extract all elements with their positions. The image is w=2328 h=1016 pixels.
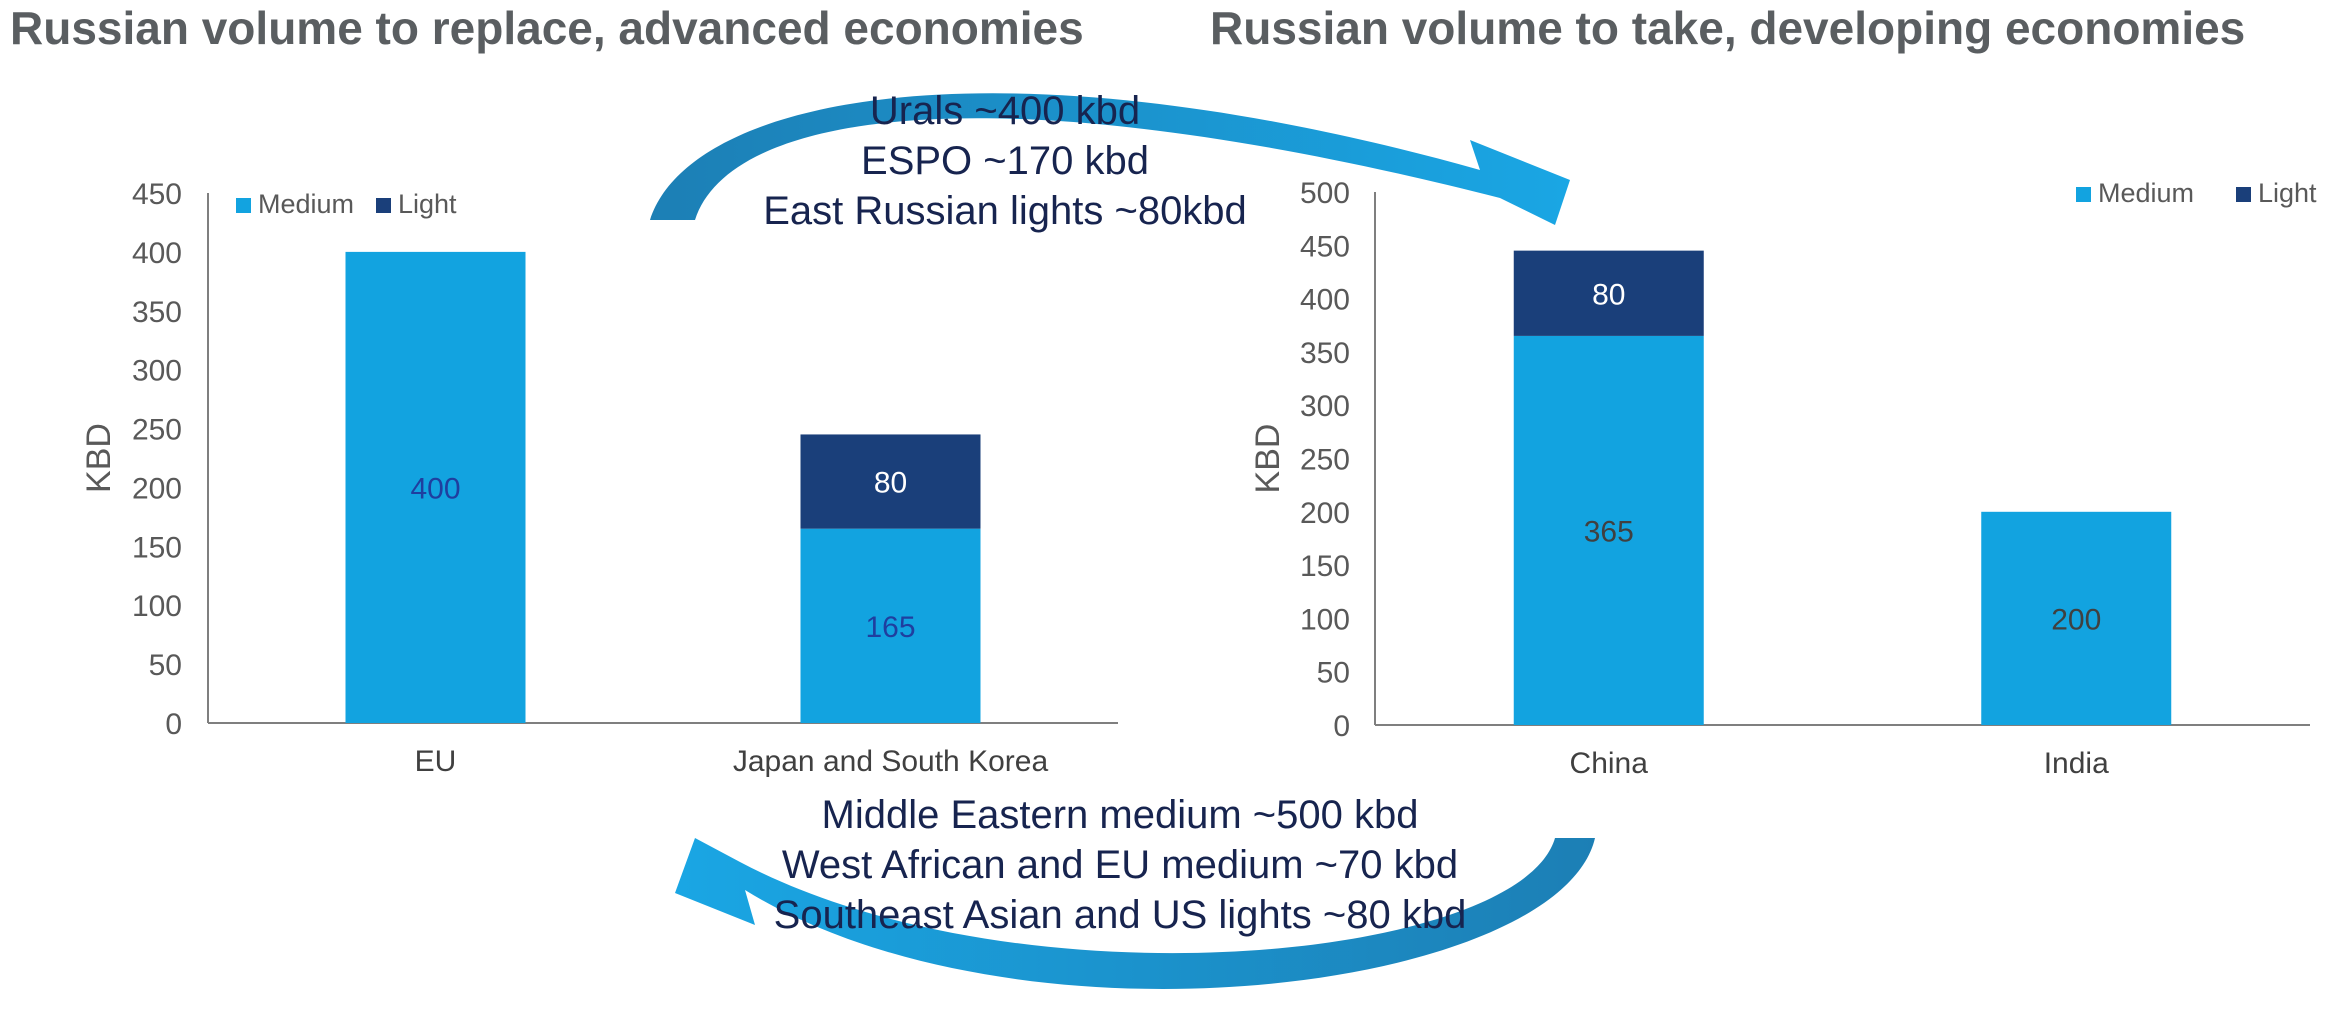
right-bar-chart: 0 50 100 150 200 250 300 350 400 450 500 KBD 365 80 Ch… — [1249, 177, 2317, 780]
y-tick-label: 400 — [1300, 284, 1350, 317]
y-tick-label: 50 — [1317, 657, 1350, 690]
y-axis-label: KBD — [80, 423, 118, 493]
legend-swatch-medium — [2076, 187, 2091, 202]
bar-medium-1 — [800, 528, 981, 723]
y-tick-label: 250 — [1300, 444, 1350, 477]
top-annotation-line-2: ESPO ~170 kbd — [861, 139, 1149, 183]
y-tick-label: 0 — [165, 708, 182, 741]
category-label: EU — [415, 745, 457, 778]
y-tick-label: 150 — [132, 531, 182, 564]
y-axis-label: KBD — [1249, 424, 1287, 494]
bar-light-0 — [1513, 250, 1704, 336]
right-chart-title: Russian volume to take, developing econo… — [1210, 2, 2245, 54]
top-annotation-line-3: East Russian lights ~80kbd — [763, 189, 1247, 233]
legend-swatch-light — [2236, 187, 2251, 202]
top-annotation-line-1: Urals ~400 kbd — [870, 89, 1140, 133]
bottom-annotation: Middle Eastern medium ~500 kbd West Afri… — [774, 793, 1467, 937]
legend: Medium Light — [236, 189, 457, 219]
bar-light-1 — [800, 434, 981, 529]
left-chart-title: Russian volume to replace, advanced econ… — [10, 2, 1084, 54]
y-tick-label: 350 — [132, 296, 182, 329]
y-tick-label: 150 — [1300, 550, 1350, 583]
y-tick-label: 200 — [132, 472, 182, 505]
y-tick-label: 100 — [132, 590, 182, 623]
category-label: Japan and South Korea — [733, 745, 1049, 778]
data-label: 80 — [874, 467, 907, 500]
data-label: 80 — [1592, 278, 1625, 311]
top-flow-arrow — [650, 93, 1570, 226]
y-tick-label: 300 — [1300, 390, 1350, 423]
y-tick-label: 200 — [1300, 497, 1350, 530]
y-tick-label: 250 — [132, 414, 182, 447]
y-tick-label: 0 — [1333, 710, 1350, 743]
y-tick-label: 400 — [132, 237, 182, 270]
category-label: India — [2044, 747, 2109, 780]
y-tick-label: 450 — [1300, 230, 1350, 263]
top-annotation: Urals ~400 kbd ESPO ~170 kbd East Russia… — [763, 89, 1247, 233]
legend-label-light: Light — [2258, 178, 2317, 208]
data-label: 365 — [1584, 515, 1634, 548]
legend-label-medium: Medium — [2098, 178, 2194, 208]
y-tick-label: 50 — [149, 649, 182, 682]
legend-swatch-medium — [236, 198, 251, 213]
y-tick-label: 350 — [1300, 337, 1350, 370]
bottom-annotation-line-3: Southeast Asian and US lights ~80 kbd — [774, 893, 1467, 937]
category-label: China — [1570, 747, 1649, 780]
bar-medium-0 — [1513, 335, 1704, 725]
bottom-flow-arrow — [675, 838, 1595, 989]
data-label: 165 — [865, 611, 915, 644]
left-bar-chart: 0 50 100 150 200 250 300 350 400 450 KBD 400 EU 165 80… — [80, 178, 1118, 778]
legend-label-medium: Medium — [258, 189, 354, 219]
bar-medium-0 — [345, 251, 526, 723]
bar-medium-1 — [1981, 511, 2172, 725]
y-tick-label: 450 — [132, 178, 182, 211]
data-label: 400 — [410, 472, 460, 505]
legend-label-light: Light — [398, 189, 457, 219]
data-label: 200 — [2051, 603, 2101, 636]
legend-swatch-light — [376, 198, 391, 213]
y-tick-label: 500 — [1300, 177, 1350, 210]
legend: Medium Light — [2076, 178, 2317, 208]
y-tick-label: 100 — [1300, 603, 1350, 636]
bottom-annotation-line-2: West African and EU medium ~70 kbd — [782, 843, 1458, 887]
y-tick-label: 300 — [132, 355, 182, 388]
bottom-annotation-line-1: Middle Eastern medium ~500 kbd — [822, 793, 1419, 837]
